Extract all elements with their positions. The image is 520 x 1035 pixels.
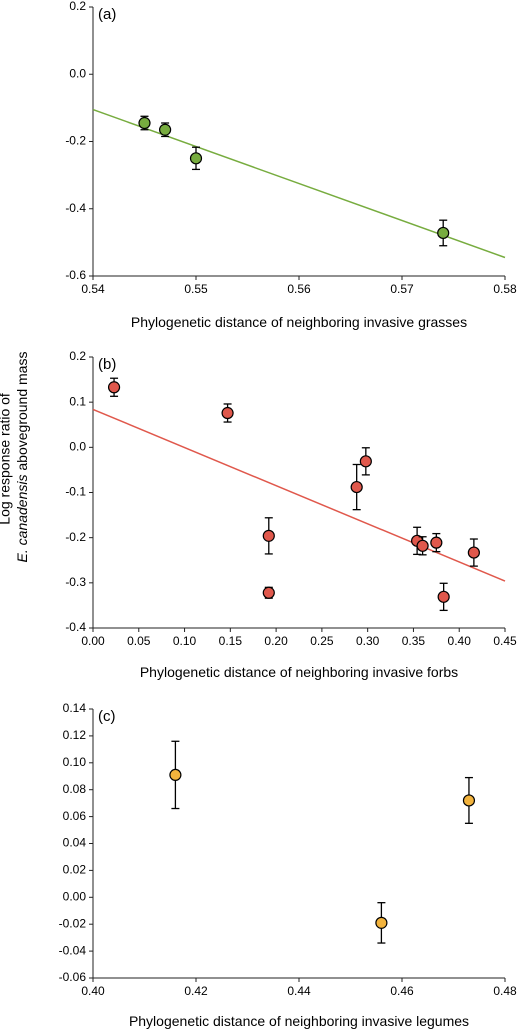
x-axis-label: Phylogenetic distance of neighboring inv… <box>129 1013 469 1029</box>
point-marker <box>359 455 372 468</box>
x-tick-label: 0.55 <box>184 282 208 296</box>
y-axis-label-line1: Log response ratio of <box>0 393 12 525</box>
point-marker <box>437 226 450 240</box>
x-tick-label: 0.40 <box>81 984 105 998</box>
point-marker <box>416 539 429 552</box>
x-tick-label: 0.58 <box>493 282 517 296</box>
data-point <box>467 538 480 567</box>
data-point <box>375 902 388 944</box>
y-tick-label: -0.4 <box>65 201 86 215</box>
data-point <box>437 582 450 612</box>
y-tick-label: 0.14 <box>63 701 87 715</box>
point-marker <box>437 590 450 603</box>
x-tick-label: 0.46 <box>390 984 414 998</box>
point-marker <box>169 768 182 782</box>
data-point <box>262 517 275 555</box>
data-point <box>221 403 234 423</box>
y-tick-label: 0.00 <box>63 889 87 903</box>
y-tick-label: 0.2 <box>69 0 86 13</box>
point-marker <box>430 536 443 549</box>
data-point <box>437 219 450 247</box>
data-point <box>350 463 363 511</box>
panel-b: 0.2 0.1 0.0 -0.1 -0.2 -0.3 -0.40.00 0.05 0.10 0.1… <box>65 349 517 680</box>
y-tick-label: 0.02 <box>63 863 87 877</box>
x-tick-label: 0.48 <box>493 984 517 998</box>
x-tick-label: 0.20 <box>264 634 288 648</box>
x-tick-label: 0.05 <box>127 634 151 648</box>
data-point <box>159 122 172 138</box>
point-marker <box>375 916 388 929</box>
x-tick-label: 0.25 <box>310 634 334 648</box>
y-tick-label: 0.12 <box>63 728 87 742</box>
y-axis-label-line2-italic: E. canadensis <box>14 475 30 563</box>
data-point <box>169 740 182 810</box>
y-tick-label: 0.0 <box>69 440 86 454</box>
y-axis-label-line2-rest: aboveground mass <box>14 352 30 475</box>
point-marker <box>262 529 275 542</box>
x-axis-label: Phylogenetic distance of neighboring inv… <box>140 664 458 680</box>
y-tick-label: 0.06 <box>63 809 87 823</box>
x-tick-label: 0.10 <box>173 634 197 648</box>
trendline <box>92 408 506 582</box>
y-tick-label: 0.2 <box>69 349 86 363</box>
y-tick-label: -0.02 <box>59 916 87 930</box>
x-tick-label: 0.15 <box>219 634 243 648</box>
data-point <box>416 536 429 556</box>
point-marker <box>221 406 234 420</box>
data-point <box>189 146 203 171</box>
y-tick-label: -0.3 <box>65 575 86 589</box>
panel-label: (a) <box>98 6 116 23</box>
x-tick-label: 0.40 <box>448 634 472 648</box>
x-tick-label: 0.30 <box>356 634 380 648</box>
point-marker <box>159 123 172 136</box>
data-point <box>430 532 443 553</box>
x-tick-label: 0.35 <box>402 634 426 648</box>
y-tick-label: -0.1 <box>65 485 86 499</box>
y-tick-label: 0.1 <box>69 394 86 408</box>
y-tick-label: 0.04 <box>63 836 87 850</box>
data-point <box>262 586 275 599</box>
panel-c: 0.14 0.12 0.10 0.08 0.06 0.04 0.02 0.00 -0.02 -0.… <box>59 701 517 1029</box>
x-tick-label: 0.56 <box>287 282 311 296</box>
x-tick-label: 0.54 <box>81 282 105 296</box>
y-tick-label: 0.0 <box>69 66 86 80</box>
y-tick-label: -0.04 <box>59 943 87 957</box>
point-marker <box>462 794 476 807</box>
point-marker <box>107 381 121 394</box>
x-tick-label: 0.42 <box>184 984 208 998</box>
data-point <box>462 776 476 824</box>
y-tick-label: -0.4 <box>65 620 86 634</box>
y-tick-label: -0.06 <box>59 970 87 984</box>
x-axis-label: Phylogenetic distance of neighboring inv… <box>131 314 467 330</box>
point-marker <box>138 116 151 130</box>
y-tick-label: -0.6 <box>65 268 86 282</box>
point-marker <box>262 586 275 599</box>
panel-a: 0.2 0.0 -0.2 -0.4 -0.60.54 0.55 0.56 0.57 0.58 (a… <box>65 0 517 330</box>
data-point <box>359 447 372 476</box>
y-tick-label: -0.2 <box>65 134 86 148</box>
x-tick-label: 0.44 <box>287 984 311 998</box>
x-tick-label: 0.57 <box>390 282 414 296</box>
point-marker <box>467 546 480 559</box>
y-tick-label: 0.10 <box>63 755 87 769</box>
point-marker <box>350 480 363 494</box>
y-tick-label: 0.08 <box>63 782 87 796</box>
y-axis-label: Log response ratio of E. canadensis abov… <box>0 352 30 563</box>
x-tick-label: 0.00 <box>81 634 105 648</box>
point-marker <box>189 152 203 165</box>
data-point <box>138 115 151 131</box>
x-tick-label: 0.45 <box>493 634 517 648</box>
data-point <box>107 377 121 397</box>
panel-label: (b) <box>98 356 116 373</box>
panel-label: (c) <box>98 708 116 725</box>
y-tick-label: -0.2 <box>65 530 86 544</box>
